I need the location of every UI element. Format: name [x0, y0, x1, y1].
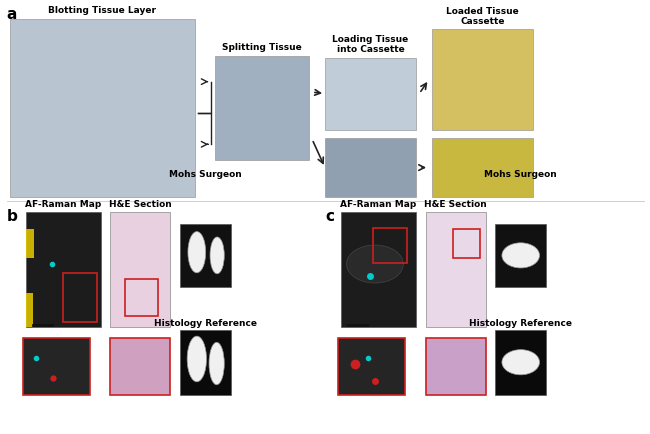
Bar — [125, 279, 159, 316]
Bar — [64, 273, 97, 322]
Text: Loading Tissue
into Cassette: Loading Tissue into Cassette — [332, 35, 409, 54]
Bar — [26, 230, 34, 259]
Bar — [111, 339, 170, 395]
Text: Histology Reference: Histology Reference — [469, 319, 572, 328]
Circle shape — [346, 246, 403, 283]
Bar — [341, 213, 416, 328]
Bar — [325, 139, 416, 197]
Bar — [426, 213, 486, 328]
Text: Splitting Tissue: Splitting Tissue — [222, 43, 302, 52]
Bar — [495, 224, 546, 287]
Bar — [10, 20, 195, 197]
Bar — [180, 330, 231, 395]
Text: H&E Section: H&E Section — [424, 199, 487, 208]
Ellipse shape — [209, 342, 224, 385]
Bar — [26, 293, 32, 328]
Text: Mohs Surgeon: Mohs Surgeon — [169, 169, 242, 178]
Bar — [180, 224, 231, 287]
Bar — [372, 229, 407, 263]
Bar — [432, 30, 533, 130]
Text: AF-Raman Map: AF-Raman Map — [341, 199, 417, 208]
Bar — [338, 339, 406, 395]
Bar — [495, 330, 546, 395]
Text: c: c — [325, 208, 334, 223]
Bar — [426, 339, 486, 395]
Text: Mohs Surgeon: Mohs Surgeon — [484, 169, 557, 178]
Bar — [26, 213, 101, 328]
Text: a: a — [6, 7, 17, 21]
Ellipse shape — [188, 232, 205, 273]
Text: Loaded Tissue
Cassette: Loaded Tissue Cassette — [447, 7, 519, 26]
Ellipse shape — [210, 237, 224, 274]
Circle shape — [502, 350, 540, 375]
Circle shape — [502, 243, 540, 268]
Bar — [452, 230, 480, 259]
Text: Histology Reference: Histology Reference — [154, 319, 257, 328]
Bar — [432, 139, 533, 197]
Text: H&E Section: H&E Section — [109, 199, 172, 208]
Text: Blotting Tissue Layer: Blotting Tissue Layer — [48, 6, 157, 15]
Bar — [23, 339, 90, 395]
Bar — [214, 56, 309, 161]
Ellipse shape — [187, 336, 207, 382]
Text: AF-Raman Map: AF-Raman Map — [25, 199, 101, 208]
Bar — [325, 59, 416, 130]
Bar — [111, 213, 170, 328]
Text: b: b — [6, 208, 18, 223]
